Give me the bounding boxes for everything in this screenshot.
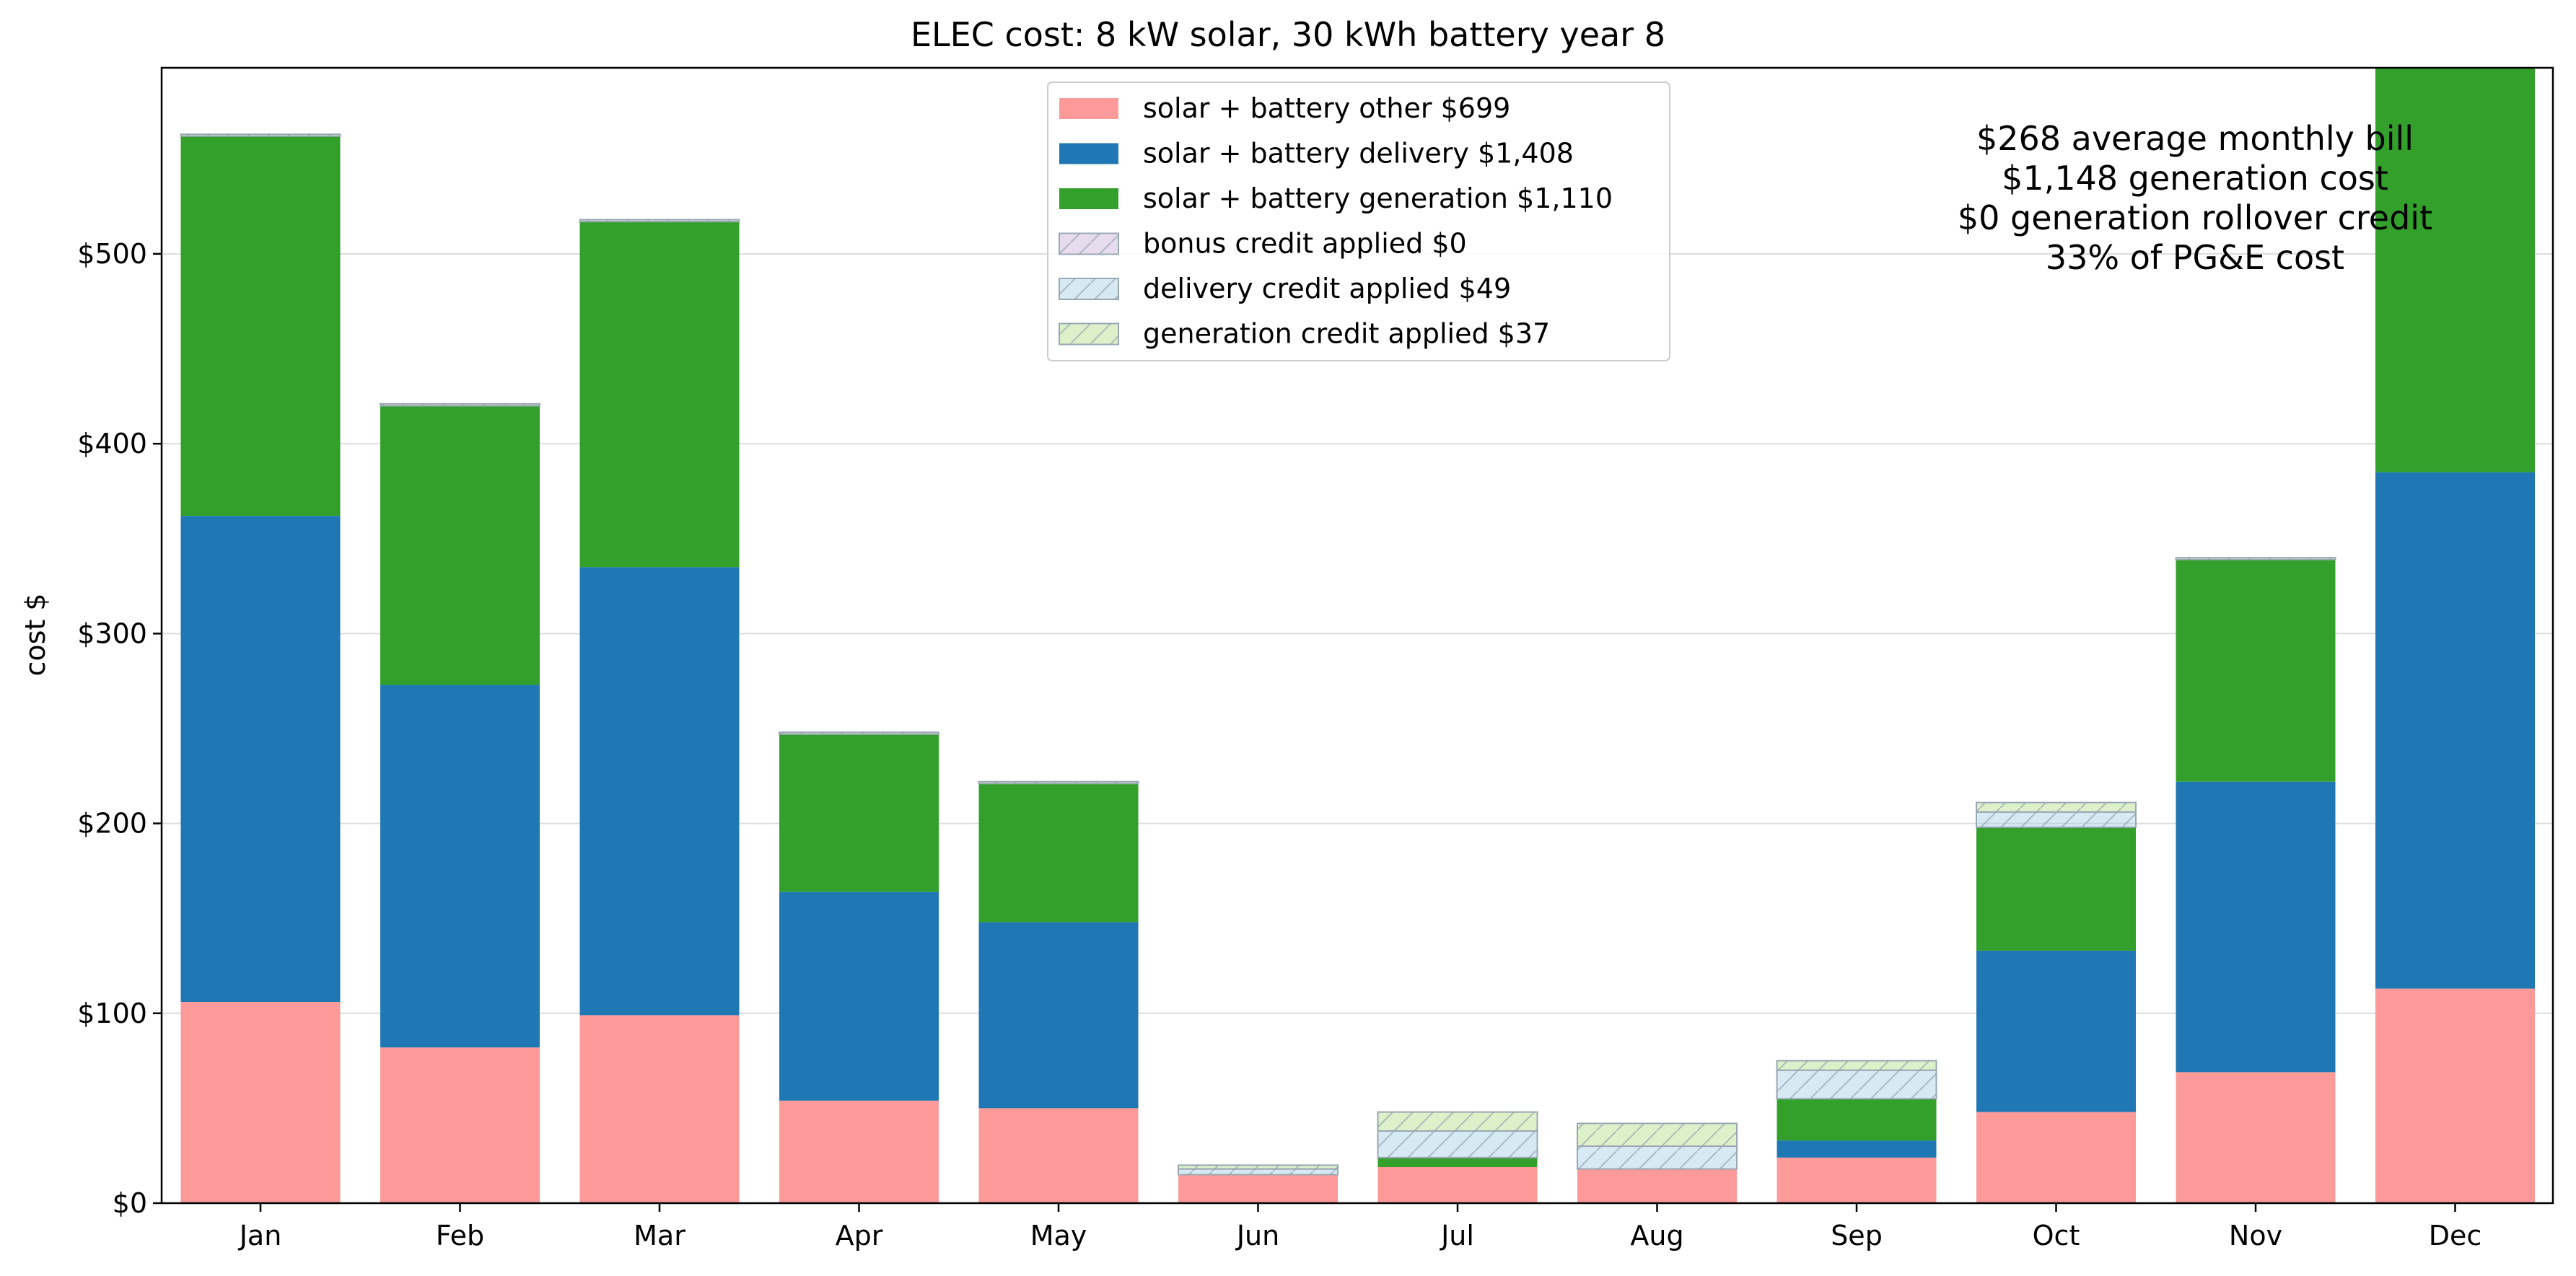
legend-swatch-hatch [1059,233,1118,255]
bar-hatch [1377,1130,1538,1158]
legend-swatch [1059,143,1118,164]
bar-segment [779,1100,939,1203]
bar-segment [1976,1112,2136,1203]
legend-label: solar + battery delivery $1,408 [1143,138,1574,170]
annotation-line: 33% of PG&E cost [2046,238,2344,277]
bar-segment [1976,950,2136,1112]
bar-segment [2375,472,2535,989]
bar-segment [180,516,341,1002]
annotation-line: $268 average monthly bill [1976,119,2414,158]
bar-hatch [180,134,341,136]
legend-swatch-hatch [1059,323,1118,345]
y-tick-label: $300 [77,617,147,649]
legend-label: solar + battery generation $1,110 [1143,182,1613,214]
bar-hatch [1178,1169,1338,1175]
y-tick-label: $100 [77,998,147,1029]
y-tick-label: $200 [77,808,147,840]
bar-hatch [1777,1070,1937,1099]
bar-segment [1178,1174,1338,1203]
x-tick-label: Oct [2033,1220,2080,1251]
bar-segment [1777,1140,1937,1158]
legend-label: delivery credit applied $49 [1143,273,1511,304]
bar-hatch [1577,1123,1737,1147]
bar-segment [1577,1169,1737,1203]
bar-hatch [1377,1112,1538,1131]
legend-label: bonus credit applied $0 [1143,228,1467,260]
bar-hatch [579,219,740,222]
bar-segment [1777,1157,1937,1203]
annotation-line: $0 generation rollover credit [1958,198,2432,237]
summary-annotations: $268 average monthly bill$1,148 generati… [1958,119,2432,277]
legend-swatch [1059,188,1118,209]
y-axis-ticks: $0 $100 $200 $300 $400 $500 [77,238,162,1219]
bar-segment [380,685,540,1048]
x-tick-label: Sep [1831,1220,1883,1251]
bar-segment [579,221,740,568]
x-axis-ticks: Jan Feb Mar Apr May Jun Jul Aug Sep Oct Nov Dec [238,1203,2482,1251]
bar-segment [978,783,1139,923]
bar-segment [978,922,1139,1109]
bar-segment [579,567,740,1016]
bar-segment [1777,1099,1937,1141]
bar-hatch [1976,811,2136,827]
bar-segment [2176,1072,2336,1203]
x-tick-label: Apr [836,1220,883,1251]
legend-swatch [1059,98,1118,119]
bar-segment [1377,1157,1538,1167]
bar-segment [180,1001,341,1203]
legend-swatch-hatch [1059,278,1118,299]
bar-segment [380,1047,540,1203]
bar-segment [2375,68,2535,472]
annotation-line: $1,148 generation cost [2002,159,2388,198]
bar-segment [978,1108,1139,1203]
bar-segment [180,136,341,516]
bar-hatch [779,732,939,734]
legend: solar + battery other $699 solar + batter… [1047,82,1670,361]
bar-segment [779,892,939,1101]
legend-box [1047,82,1670,361]
x-tick-label: Mar [634,1220,685,1251]
x-tick-label: Feb [436,1220,484,1251]
bar-hatch [1976,802,2136,812]
bar-hatch [1777,1060,1937,1070]
bar-hatch [978,781,1139,784]
bar-segment [1377,1166,1538,1203]
chart-title: ELEC cost: 8 kW solar, 30 kWh battery ye… [911,15,1665,54]
x-tick-label: Dec [2429,1220,2482,1251]
x-tick-label: Jul [1440,1220,1474,1251]
plot-frame [160,66,2554,1205]
legend-label: generation credit applied $37 [1143,318,1550,350]
x-tick-label: May [1030,1220,1087,1251]
y-tick-label: $0 [113,1187,147,1219]
bar-hatch [1178,1165,1338,1169]
y-tick-label: $500 [77,238,147,270]
x-tick-label: Aug [1630,1220,1683,1251]
y-tick-label: $400 [77,428,147,459]
bars-group [180,68,2535,1203]
y-axis-label: cost $ [19,593,51,676]
bar-hatch [2176,558,2336,560]
bar-hatch [380,403,540,406]
bar-segment [779,734,939,892]
bar-segment [2375,988,2535,1203]
bar-hatch [1577,1146,1737,1169]
bar-segment [2176,559,2336,782]
bar-segment [380,405,540,685]
bar-segment [579,1015,740,1203]
x-tick-label: Nov [2229,1220,2282,1251]
legend-label: solar + battery other $699 [1143,92,1510,124]
bar-segment [1976,827,2136,951]
x-tick-label: Jan [238,1220,282,1251]
x-tick-label: Jun [1235,1220,1279,1251]
bar-segment [2176,781,2336,1073]
